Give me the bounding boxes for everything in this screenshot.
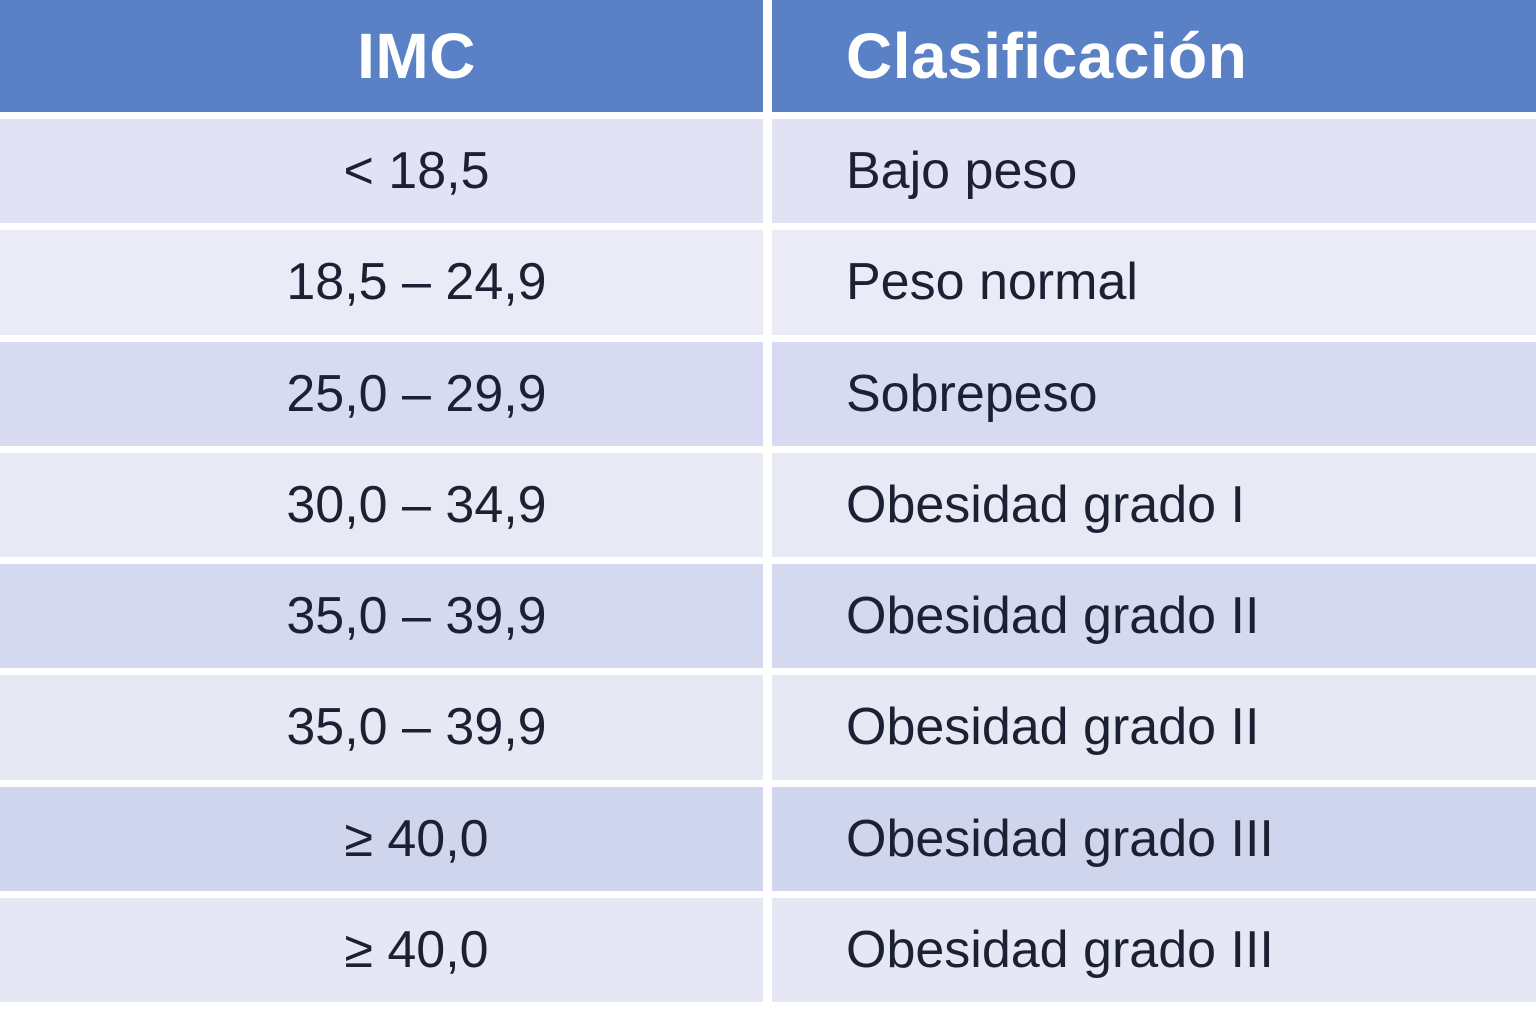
bmi-classification-table: IMC Clasificación < 18,5 Bajo peso 18,5 … bbox=[0, 0, 1536, 1002]
classification-cell: Obesidad grado III bbox=[772, 786, 1536, 891]
imc-cell: 18,5 – 24,9 bbox=[0, 230, 763, 335]
table-row: 30,0 – 34,9 Obesidad grado I bbox=[0, 452, 1536, 557]
table-row: 18,5 – 24,9 Peso normal bbox=[0, 230, 1536, 335]
table-row: 35,0 – 39,9 Obesidad grado II bbox=[0, 675, 1536, 780]
table-header-row: IMC Clasificación bbox=[0, 0, 1536, 112]
classification-cell: Obesidad grado II bbox=[772, 564, 1536, 669]
classification-cell: Obesidad grado I bbox=[772, 452, 1536, 557]
imc-cell: 25,0 – 29,9 bbox=[0, 341, 763, 446]
table-row: 35,0 – 39,9 Obesidad grado II bbox=[0, 564, 1536, 669]
imc-cell: 35,0 – 39,9 bbox=[0, 564, 763, 669]
classification-cell: Bajo peso bbox=[772, 119, 1536, 224]
imc-cell: ≥ 40,0 bbox=[0, 897, 763, 1002]
classification-cell: Sobrepeso bbox=[772, 341, 1536, 446]
table-row: < 18,5 Bajo peso bbox=[0, 119, 1536, 224]
imc-cell: 30,0 – 34,9 bbox=[0, 452, 763, 557]
classification-cell: Obesidad grado III bbox=[772, 897, 1536, 1002]
column-header-imc: IMC bbox=[0, 0, 763, 112]
imc-cell: ≥ 40,0 bbox=[0, 786, 763, 891]
classification-cell: Peso normal bbox=[772, 230, 1536, 335]
column-header-clasificacion: Clasificación bbox=[772, 0, 1536, 112]
classification-cell: Obesidad grado II bbox=[772, 675, 1536, 780]
table-row: ≥ 40,0 Obesidad grado III bbox=[0, 897, 1536, 1002]
imc-cell: 35,0 – 39,9 bbox=[0, 675, 763, 780]
table-row: ≥ 40,0 Obesidad grado III bbox=[0, 786, 1536, 891]
imc-cell: < 18,5 bbox=[0, 119, 763, 224]
table-row: 25,0 – 29,9 Sobrepeso bbox=[0, 341, 1536, 446]
